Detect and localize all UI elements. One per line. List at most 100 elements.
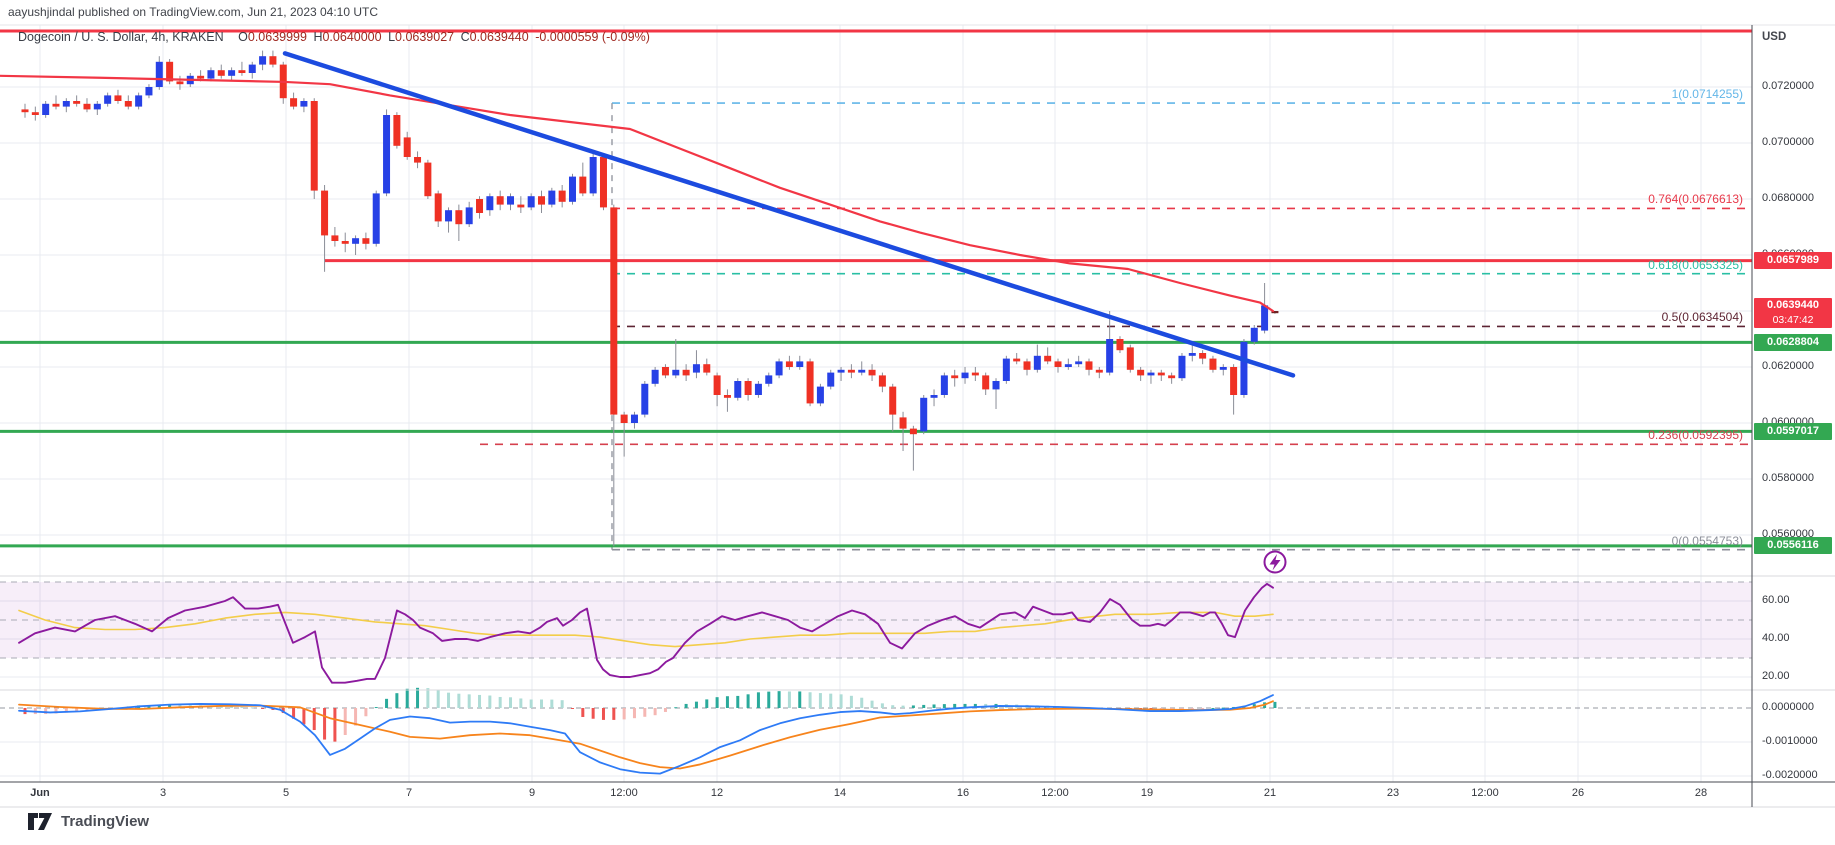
tradingview-logo-text: TradingView: [61, 813, 150, 830]
macd-histogram-bar: [570, 708, 574, 709]
macd-histogram-bar: [705, 699, 709, 708]
price-tick-label: 0.0580000: [1762, 472, 1814, 484]
candle: [630, 414, 638, 423]
candle: [1106, 339, 1114, 373]
macd-histogram-bar: [364, 708, 368, 717]
macd-histogram-bar: [560, 700, 564, 708]
macd-histogram-bar: [839, 694, 843, 708]
candle: [1261, 305, 1269, 331]
time-tick-label: Jun: [30, 787, 50, 799]
publish-info-bar: aayushjindal published on TradingView.co…: [8, 5, 379, 19]
macd-histogram-bar: [746, 694, 750, 708]
macd-histogram-bar: [467, 694, 471, 708]
symbol-legend: Dogecoin / U. S. Dollar, 4h, KRAKEN O0.0…: [18, 30, 653, 44]
ohlc-close-value: 0.0639440: [469, 30, 529, 44]
price-tick-label: 0.0680000: [1762, 192, 1814, 204]
candle: [1230, 367, 1238, 395]
badge-price: 0.0639440: [1767, 298, 1819, 311]
macd-histogram-bar: [416, 687, 420, 708]
rsi-tick-label: 40.00: [1762, 632, 1790, 644]
tradingview-logo[interactable]: TradingView: [28, 812, 149, 831]
macd-histogram-bar: [302, 708, 306, 725]
macd-histogram-bar: [1211, 707, 1215, 709]
candle: [341, 241, 349, 244]
candle: [1188, 353, 1196, 356]
candle: [1116, 339, 1124, 351]
time-tick-label: 9: [528, 787, 536, 799]
macd-histogram-bar: [1159, 708, 1163, 710]
macd-histogram-bar: [808, 692, 812, 708]
macd-histogram-bar: [798, 691, 802, 708]
macd-histogram-bar: [519, 698, 523, 708]
macd-histogram-bar: [663, 708, 667, 712]
macd-histogram-bar: [777, 691, 781, 708]
candle: [114, 95, 122, 101]
price-tick-label: 0.0720000: [1762, 80, 1814, 92]
fib-level-label: 0.5(0.0634504): [1661, 310, 1743, 325]
macd-histogram-bar: [932, 704, 936, 708]
macd-histogram-bar: [447, 692, 451, 708]
candle: [548, 190, 556, 205]
macd-histogram-bar: [591, 708, 595, 719]
macd-histogram-bar: [715, 697, 719, 708]
macd-histogram-bar: [973, 703, 977, 708]
candle: [703, 364, 711, 373]
candle: [321, 190, 329, 236]
candle: [827, 372, 835, 387]
candle: [93, 103, 101, 110]
macd-histogram-bar: [725, 696, 729, 708]
fib-level-label: 0.618(0.0653325): [1648, 257, 1743, 272]
macd-histogram-bar: [581, 708, 585, 717]
candle: [207, 70, 215, 79]
price-tick-label: 0.0560000: [1762, 528, 1814, 540]
macd-histogram-bar: [860, 697, 864, 708]
macd-histogram-bar: [622, 708, 626, 720]
ohlc-close-label: C: [460, 30, 470, 44]
macd-histogram-bar: [963, 703, 967, 708]
macd-histogram-bar: [756, 692, 760, 708]
ohlc-change: -0.0000559 (-0.09%): [535, 30, 650, 44]
macd-histogram-bar: [405, 688, 409, 708]
macd-histogram-bar: [612, 708, 616, 720]
macd-histogram-bar: [1252, 704, 1256, 708]
candle: [393, 115, 401, 146]
macd-histogram-bar: [457, 693, 461, 708]
candle: [1168, 375, 1176, 379]
macd-histogram-bar: [767, 691, 771, 708]
lightning-marker-icon[interactable]: [1263, 550, 1287, 574]
candle: [1157, 372, 1165, 376]
candle: [248, 64, 256, 73]
moving-average-line: [0, 74, 1275, 313]
candle: [909, 428, 917, 435]
candle: [517, 204, 525, 208]
candle: [661, 367, 669, 376]
candle: [507, 196, 515, 205]
macd-histogram-bar: [64, 708, 68, 713]
candle: [73, 101, 81, 104]
macd-histogram-bar: [829, 693, 833, 708]
candle: [1075, 361, 1083, 365]
candle: [1209, 358, 1217, 370]
candle: [765, 375, 773, 384]
candle: [403, 137, 411, 157]
candle: [620, 414, 628, 423]
time-tick-label: 28: [1694, 787, 1708, 799]
macd-histogram-bar: [529, 699, 533, 708]
candle: [930, 395, 938, 398]
price-label-badge: 0.0628804: [1754, 333, 1832, 351]
ohlc-open-label: O: [238, 30, 248, 44]
macd-histogram-bar: [1201, 708, 1205, 709]
macd-histogram-bar: [292, 708, 296, 719]
candle: [434, 193, 442, 222]
fib-level-label: 0(0.0554753): [1671, 533, 1743, 548]
time-tick-label: 12: [710, 787, 724, 799]
candle: [558, 190, 566, 202]
badge-countdown: 03:47:42: [1772, 313, 1814, 326]
candle: [62, 101, 70, 107]
time-tick-label: 5: [282, 787, 290, 799]
macd-histogram-bar: [385, 698, 389, 708]
time-tick-label: 7: [405, 787, 413, 799]
candle: [744, 381, 752, 395]
